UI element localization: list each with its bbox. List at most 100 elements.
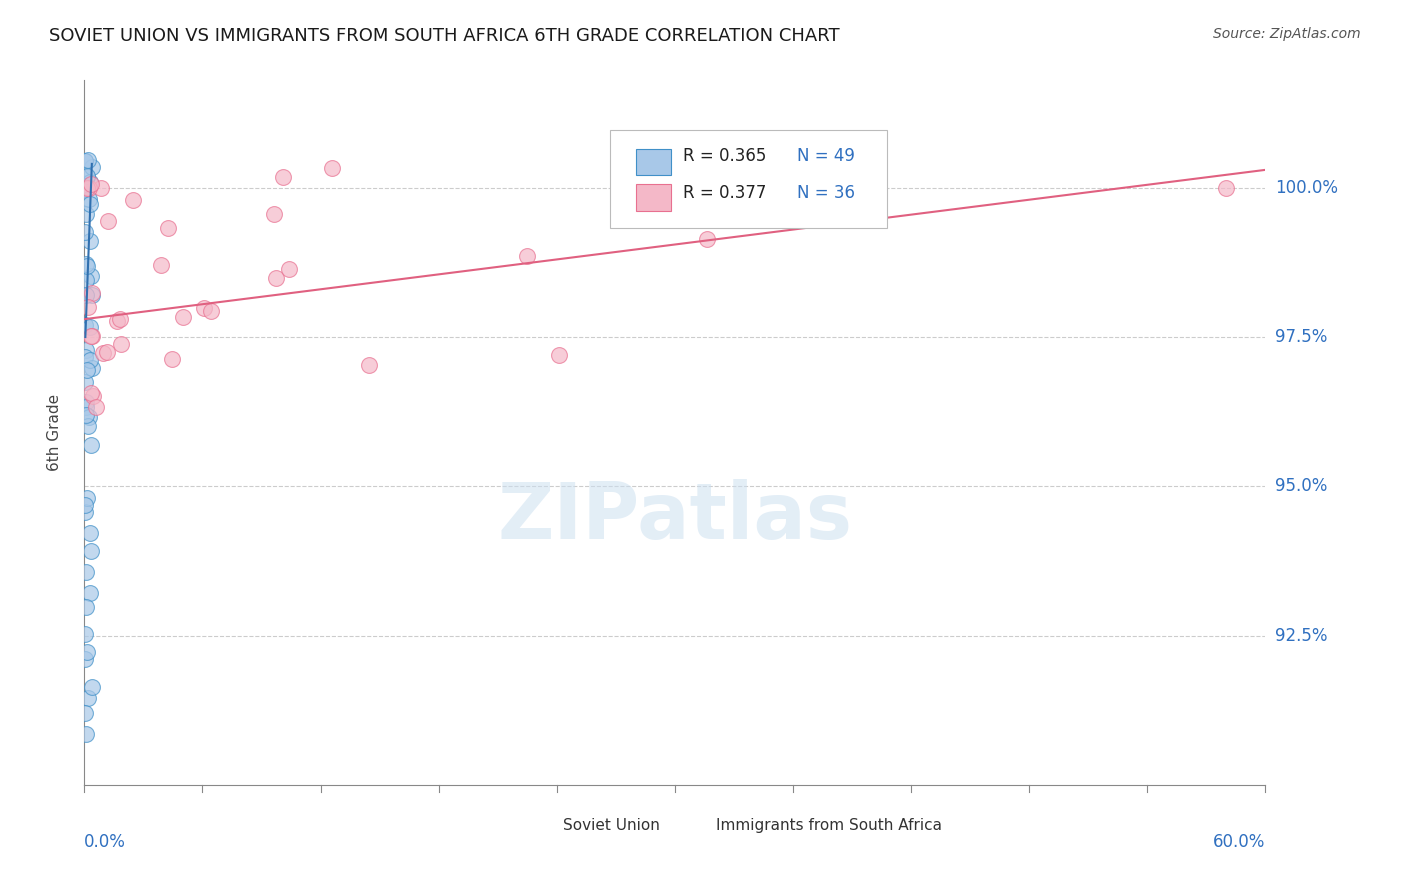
Point (200, 304, 222, 318)
Point (84, 401, 107, 415)
Point (96, 345, 118, 359)
Point (75, 257, 97, 271)
Point (108, 312, 131, 326)
Point (79, 196, 101, 211)
Point (264, 270, 287, 285)
Point (75, 225, 97, 239)
Point (77, 153, 100, 167)
Point (79, 175, 101, 189)
Point (76, 169, 98, 183)
Point (75, 288, 97, 302)
Point (79, 409, 101, 424)
Text: Source: ZipAtlas.com: Source: ZipAtlas.com (1213, 27, 1361, 41)
Point (75, 400, 97, 414)
Point (76, 181, 98, 195)
Point (149, 258, 172, 272)
Point (75, 505, 97, 519)
Point (75, 599, 97, 614)
Point (172, 310, 194, 325)
Point (1215, 181, 1237, 195)
Text: 92.5%: 92.5% (1275, 627, 1327, 645)
Point (75, 727, 97, 741)
Point (79, 526, 101, 541)
Point (77, 418, 100, 433)
Point (75, 706, 97, 721)
Point (90, 181, 112, 195)
Point (77, 300, 100, 314)
Point (82, 680, 104, 694)
Point (156, 220, 179, 235)
Point (73, 626, 96, 640)
Point (76, 343, 98, 357)
Point (73, 498, 96, 512)
Point (321, 161, 343, 175)
Point (633, 211, 655, 226)
Point (77, 192, 100, 206)
Point (73, 375, 96, 389)
FancyBboxPatch shape (636, 184, 671, 211)
Point (75, 272, 97, 286)
Text: N = 49: N = 49 (797, 146, 855, 165)
Point (516, 249, 538, 263)
FancyBboxPatch shape (636, 149, 671, 176)
Point (79, 352, 101, 367)
Point (105, 314, 128, 328)
Point (73, 350, 96, 364)
Text: R = 0.365: R = 0.365 (683, 146, 766, 165)
Point (76, 645, 98, 659)
Point (80, 178, 103, 192)
Point (357, 358, 380, 372)
Point (82, 360, 104, 375)
Point (75, 566, 97, 580)
Text: SOVIET UNION VS IMMIGRANTS FROM SOUTH AFRICA 6TH GRADE CORRELATION CHART: SOVIET UNION VS IMMIGRANTS FROM SOUTH AF… (49, 27, 839, 45)
Point (80, 328, 103, 343)
Point (696, 232, 718, 246)
FancyBboxPatch shape (681, 816, 707, 836)
Point (91, 346, 114, 360)
Point (79, 320, 101, 334)
Text: Immigrants from South Africa: Immigrants from South Africa (716, 818, 942, 832)
Point (73, 153, 96, 168)
Point (79, 438, 101, 452)
Text: 97.5%: 97.5% (1275, 328, 1327, 346)
Point (80, 288, 103, 302)
Point (277, 262, 299, 277)
Point (75, 207, 97, 221)
Point (79, 585, 101, 599)
Point (79, 181, 101, 195)
Text: Soviet Union: Soviet Union (562, 818, 659, 832)
Point (548, 348, 571, 362)
Point (75, 395, 97, 409)
Point (97, 213, 120, 227)
Point (75, 182, 97, 196)
Point (82, 389, 104, 403)
Point (73, 652, 96, 666)
Text: ZIPatlas: ZIPatlas (498, 479, 852, 555)
Point (73, 318, 96, 333)
Point (160, 352, 183, 367)
Point (76, 363, 98, 377)
Text: 6th Grade: 6th Grade (48, 394, 62, 471)
Text: 0.0%: 0.0% (84, 833, 127, 851)
Point (79, 234, 101, 248)
Text: 95.0%: 95.0% (1275, 477, 1327, 495)
FancyBboxPatch shape (610, 129, 887, 228)
Point (263, 207, 285, 221)
Point (193, 301, 215, 316)
Point (79, 269, 101, 284)
Point (271, 170, 294, 185)
Point (80, 386, 103, 401)
Point (80, 160, 103, 174)
Point (80, 544, 103, 558)
Point (76, 491, 98, 505)
Text: N = 36: N = 36 (797, 184, 855, 202)
Point (76, 259, 98, 273)
Text: 60.0%: 60.0% (1213, 833, 1265, 851)
Point (75, 408, 97, 422)
Point (73, 154, 96, 169)
Point (80, 285, 103, 300)
Point (76, 169, 98, 184)
Point (75, 179, 97, 194)
Point (110, 337, 132, 351)
Text: R = 0.377: R = 0.377 (683, 184, 766, 202)
